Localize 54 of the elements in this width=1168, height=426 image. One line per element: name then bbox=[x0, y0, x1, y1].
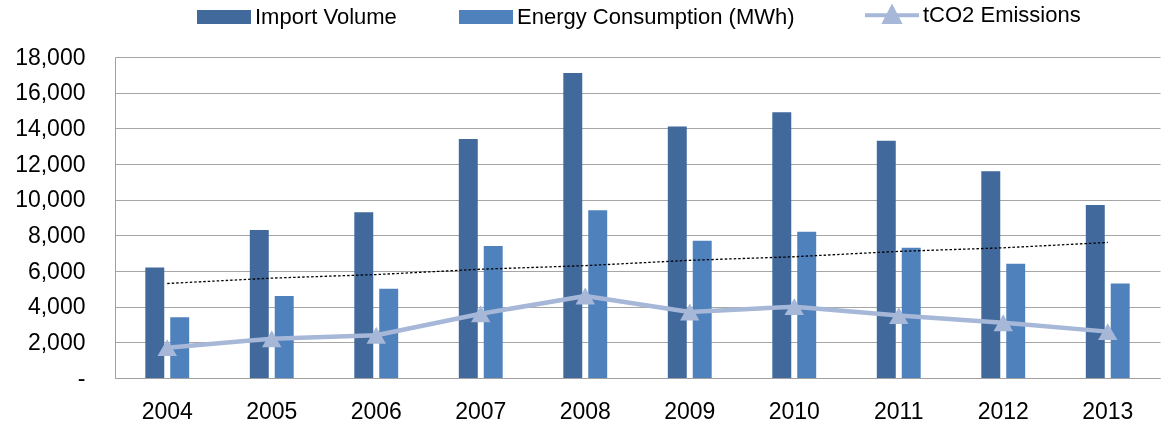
bar bbox=[458, 139, 478, 378]
bar bbox=[1006, 263, 1026, 378]
y-tick-label: 18,000 bbox=[15, 43, 86, 70]
bar bbox=[692, 240, 712, 378]
bar bbox=[563, 73, 583, 378]
bar bbox=[901, 247, 921, 378]
point bbox=[1098, 323, 1118, 341]
bar bbox=[876, 140, 896, 378]
bar bbox=[588, 210, 608, 378]
y-tick-label: 8,000 bbox=[27, 221, 86, 248]
bar bbox=[1110, 283, 1130, 378]
line-series bbox=[166, 241, 1109, 285]
x-tick-label: 2011 bbox=[874, 397, 924, 424]
point bbox=[784, 298, 804, 316]
x-tick-label: 2012 bbox=[977, 397, 1029, 424]
legend-label: Energy Consumption (MWh) bbox=[517, 4, 795, 29]
y-tick-label: 6,000 bbox=[27, 257, 86, 284]
legend-label: Import Volume bbox=[255, 4, 397, 29]
bar bbox=[1085, 205, 1105, 378]
x-tick-label: 2007 bbox=[455, 397, 507, 424]
x-tick-label: 2006 bbox=[350, 397, 402, 424]
bar bbox=[145, 267, 165, 378]
bar bbox=[981, 171, 1001, 378]
bar bbox=[772, 112, 792, 378]
point bbox=[993, 314, 1013, 332]
point bbox=[889, 307, 909, 325]
y-tick-label: 2,000 bbox=[27, 328, 86, 355]
x-tick-label: 2010 bbox=[768, 397, 820, 424]
bar bbox=[667, 126, 687, 378]
bar bbox=[274, 295, 294, 378]
point bbox=[366, 326, 386, 344]
y-tick-label: 14,000 bbox=[15, 114, 86, 141]
y-tick-label: 12,000 bbox=[15, 150, 86, 177]
y-tick-label: 16,000 bbox=[15, 79, 86, 106]
x-tick-label: 2009 bbox=[664, 397, 716, 424]
point bbox=[680, 303, 700, 321]
bar bbox=[170, 317, 190, 378]
x-tick-label: 2013 bbox=[1082, 397, 1134, 424]
x-tick-label: 2008 bbox=[559, 397, 611, 424]
legend-label: tCO2 Emissions bbox=[923, 2, 1081, 28]
bar bbox=[354, 212, 374, 378]
bar bbox=[483, 246, 503, 378]
bar bbox=[249, 229, 269, 378]
bar bbox=[379, 288, 399, 378]
x-tick-label: 2004 bbox=[141, 397, 194, 424]
y-tick-label: 10,000 bbox=[15, 186, 86, 213]
point bbox=[262, 330, 282, 348]
bar bbox=[797, 231, 817, 378]
point bbox=[471, 305, 491, 323]
point bbox=[157, 339, 177, 357]
y-tick-label: - bbox=[77, 364, 86, 391]
x-tick-label: 2005 bbox=[246, 397, 298, 424]
point bbox=[575, 287, 595, 305]
y-tick-label: 4,000 bbox=[27, 293, 86, 320]
